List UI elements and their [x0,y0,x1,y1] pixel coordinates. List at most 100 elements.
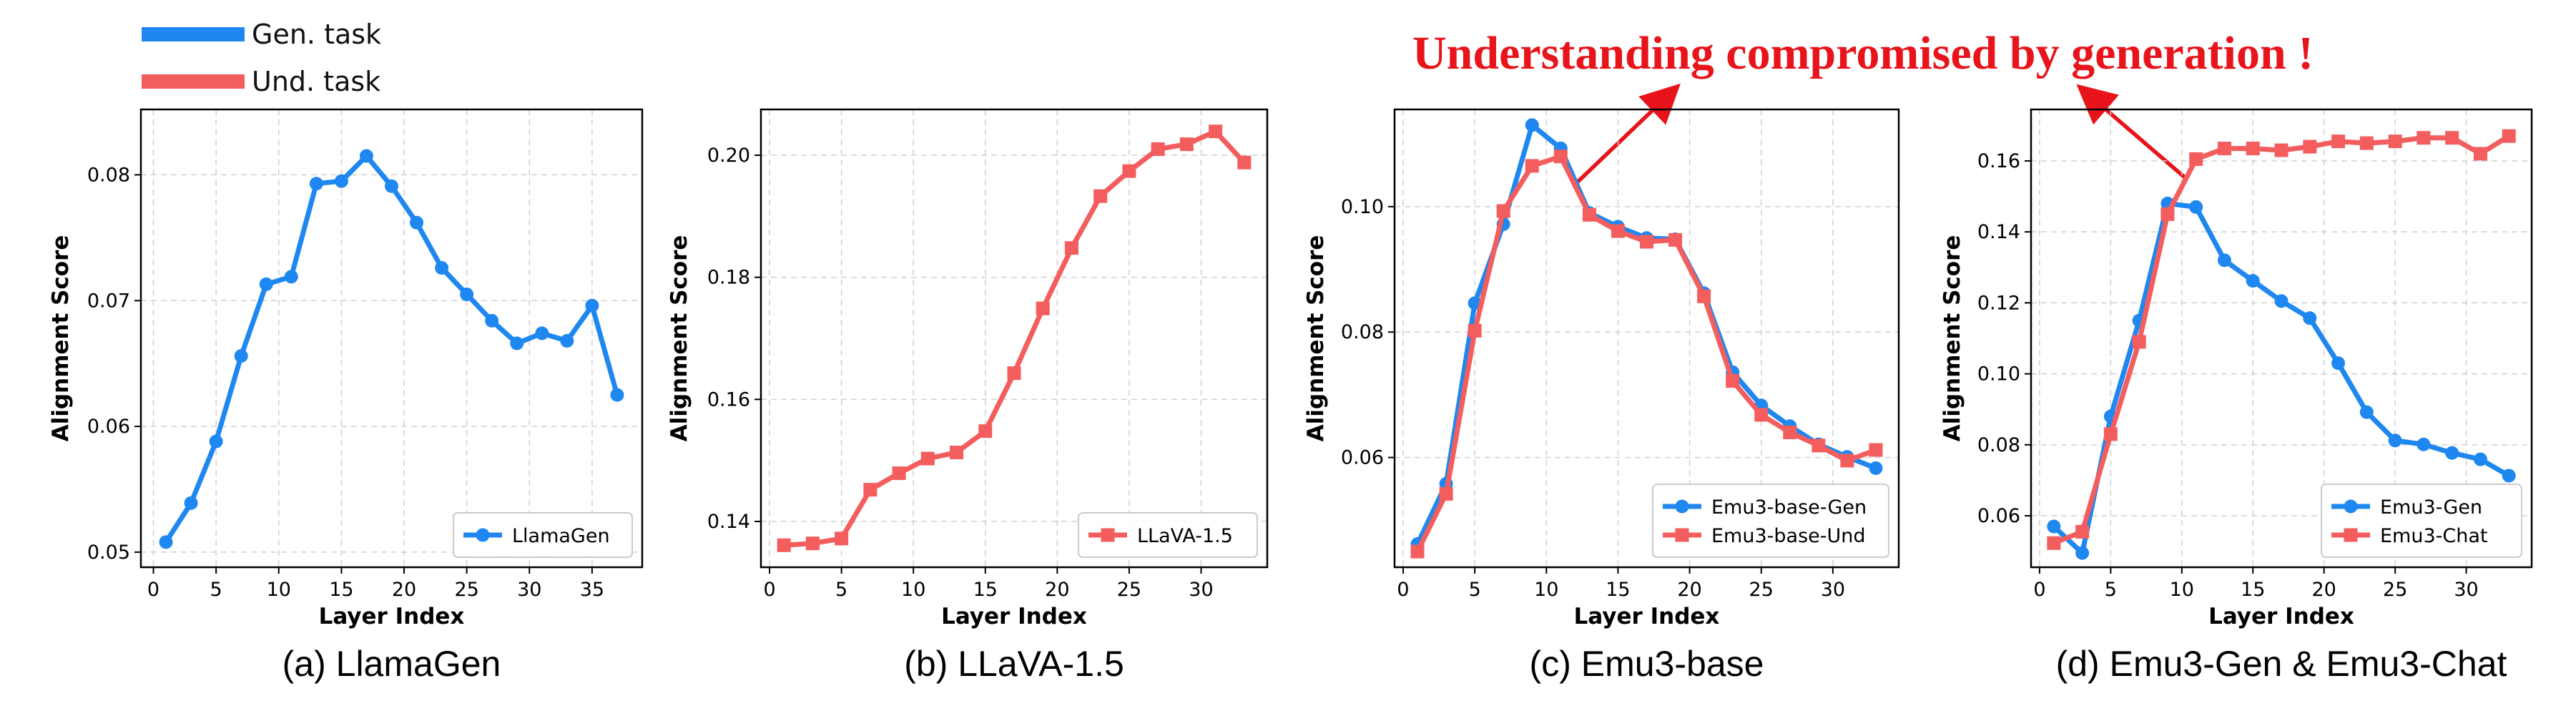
x-tick-label: 5 [835,579,847,601]
data-point [2359,136,2374,150]
data-point [2331,356,2346,371]
data-point [2502,129,2516,143]
x-tick-label: 0 [147,579,159,601]
data-point [1783,426,1797,440]
data-point [2417,131,2431,145]
top-legend-swatch-und [142,74,245,89]
x-tick-label: 10 [267,579,291,601]
x-axis-label: Layer Index [1574,604,1720,629]
x-tick-label: 25 [2383,579,2407,601]
data-point [359,149,373,163]
x-tick-label: 30 [517,579,541,601]
data-point [1640,235,1653,249]
y-axis-label: Alignment Score [48,235,74,442]
y-axis-label: Alignment Score [667,235,692,442]
y-axis-label: Alignment Score [1940,235,1965,442]
x-tick-label: 0 [763,579,775,601]
x-tick-label: 20 [2311,579,2336,601]
data-point [2075,546,2090,560]
x-tick-label: 0 [1397,579,1409,601]
x-tick-label: 15 [2241,579,2265,601]
data-point [334,174,348,188]
x-tick-label: 10 [901,579,925,601]
data-point [1525,118,1539,132]
top-legend-swatch-gen [142,27,245,41]
x-tick-label: 35 [580,579,604,601]
data-point [2388,433,2402,448]
data-point [1036,301,1050,315]
data-point [978,424,993,438]
x-tick-label: 15 [329,579,353,601]
x-tick-label: 25 [1749,579,1774,601]
data-point [1410,544,1425,559]
data-point [2445,131,2459,145]
x-tick-label: 10 [1534,579,1558,601]
data-point [585,298,599,313]
data-point [1726,374,1740,388]
data-point [435,261,449,275]
data-point [1151,142,1165,156]
data-point [920,451,935,466]
x-tick-label: 20 [392,579,416,601]
series-line [783,129,1247,548]
data-point [2473,147,2487,161]
legend: Emu3-Gen Emu3-Chat [2321,484,2522,558]
y-tick-label: 0.16 [1977,150,2020,172]
data-point [535,326,549,340]
y-tick-label: 0.16 [707,388,750,411]
data-point [1237,155,1252,170]
axes-frame [759,108,1269,569]
top-legend-label-gen: Gen. task [252,19,381,50]
y-tick-label: 0.10 [1341,196,1384,218]
data-point [410,215,424,230]
data-point [209,434,223,448]
y-tick-label: 0.05 [87,541,130,564]
y-tick-label: 0.08 [1977,434,2020,456]
data-point [2359,405,2374,419]
data-point [863,483,877,497]
x-tick-label: 0 [2033,579,2045,601]
y-tick-label: 0.06 [87,416,130,438]
panel-caption: (b) LLaVA-1.5 [904,644,1124,684]
data-point [2160,207,2175,221]
axes-frame [2030,108,2533,569]
series-line [164,153,620,544]
data-point [1811,438,1826,453]
legend-marker [476,528,490,542]
legend: Emu3-base-Gen Emu3-base-Und [1652,484,1889,558]
data-point [1754,408,1769,422]
data-point [2132,335,2146,349]
data-point [2473,452,2487,466]
x-tick-label: 20 [1677,579,1701,601]
top-legend-label-und: Und. task [252,66,380,97]
data-point [2189,200,2203,214]
legend: LLaVA-1.5 [1078,512,1258,558]
panel-llamagen: 0 5 10 15 20 25 30 35 0.05 0.06 0.07 0.08 Layer Inde… [48,108,644,684]
legend-label: LlamaGen [512,525,610,547]
data-point [805,536,820,551]
legend-marker [2344,499,2358,514]
data-point [1611,224,1625,238]
x-axis-label: Layer Index [2208,604,2354,629]
y-tick-label: 0.20 [707,144,750,167]
y-axis-label: Alignment Score [1303,235,1329,442]
data-point [385,179,398,193]
legend-label: Emu3-base-Gen [1711,496,1867,519]
y-tick-label: 0.18 [707,267,750,289]
data-point [2047,519,2061,534]
top-legend: Gen. task Und. task [142,19,381,97]
data-point [610,388,624,402]
x-tick-label: 5 [2105,579,2117,601]
data-point [2217,253,2231,268]
data-point [1468,323,1482,338]
panel-emu3-base: 0 5 10 15 20 25 30 0.06 0.08 0.10 Layer Index Align… [1303,108,1900,684]
data-point [560,334,574,348]
legend-box [1652,484,1889,558]
x-tick-label: 25 [454,579,478,601]
data-point [1553,149,1568,164]
data-point [1840,453,1854,468]
legend-marker [2344,528,2358,542]
data-point [1179,137,1194,152]
data-point [2445,446,2459,460]
